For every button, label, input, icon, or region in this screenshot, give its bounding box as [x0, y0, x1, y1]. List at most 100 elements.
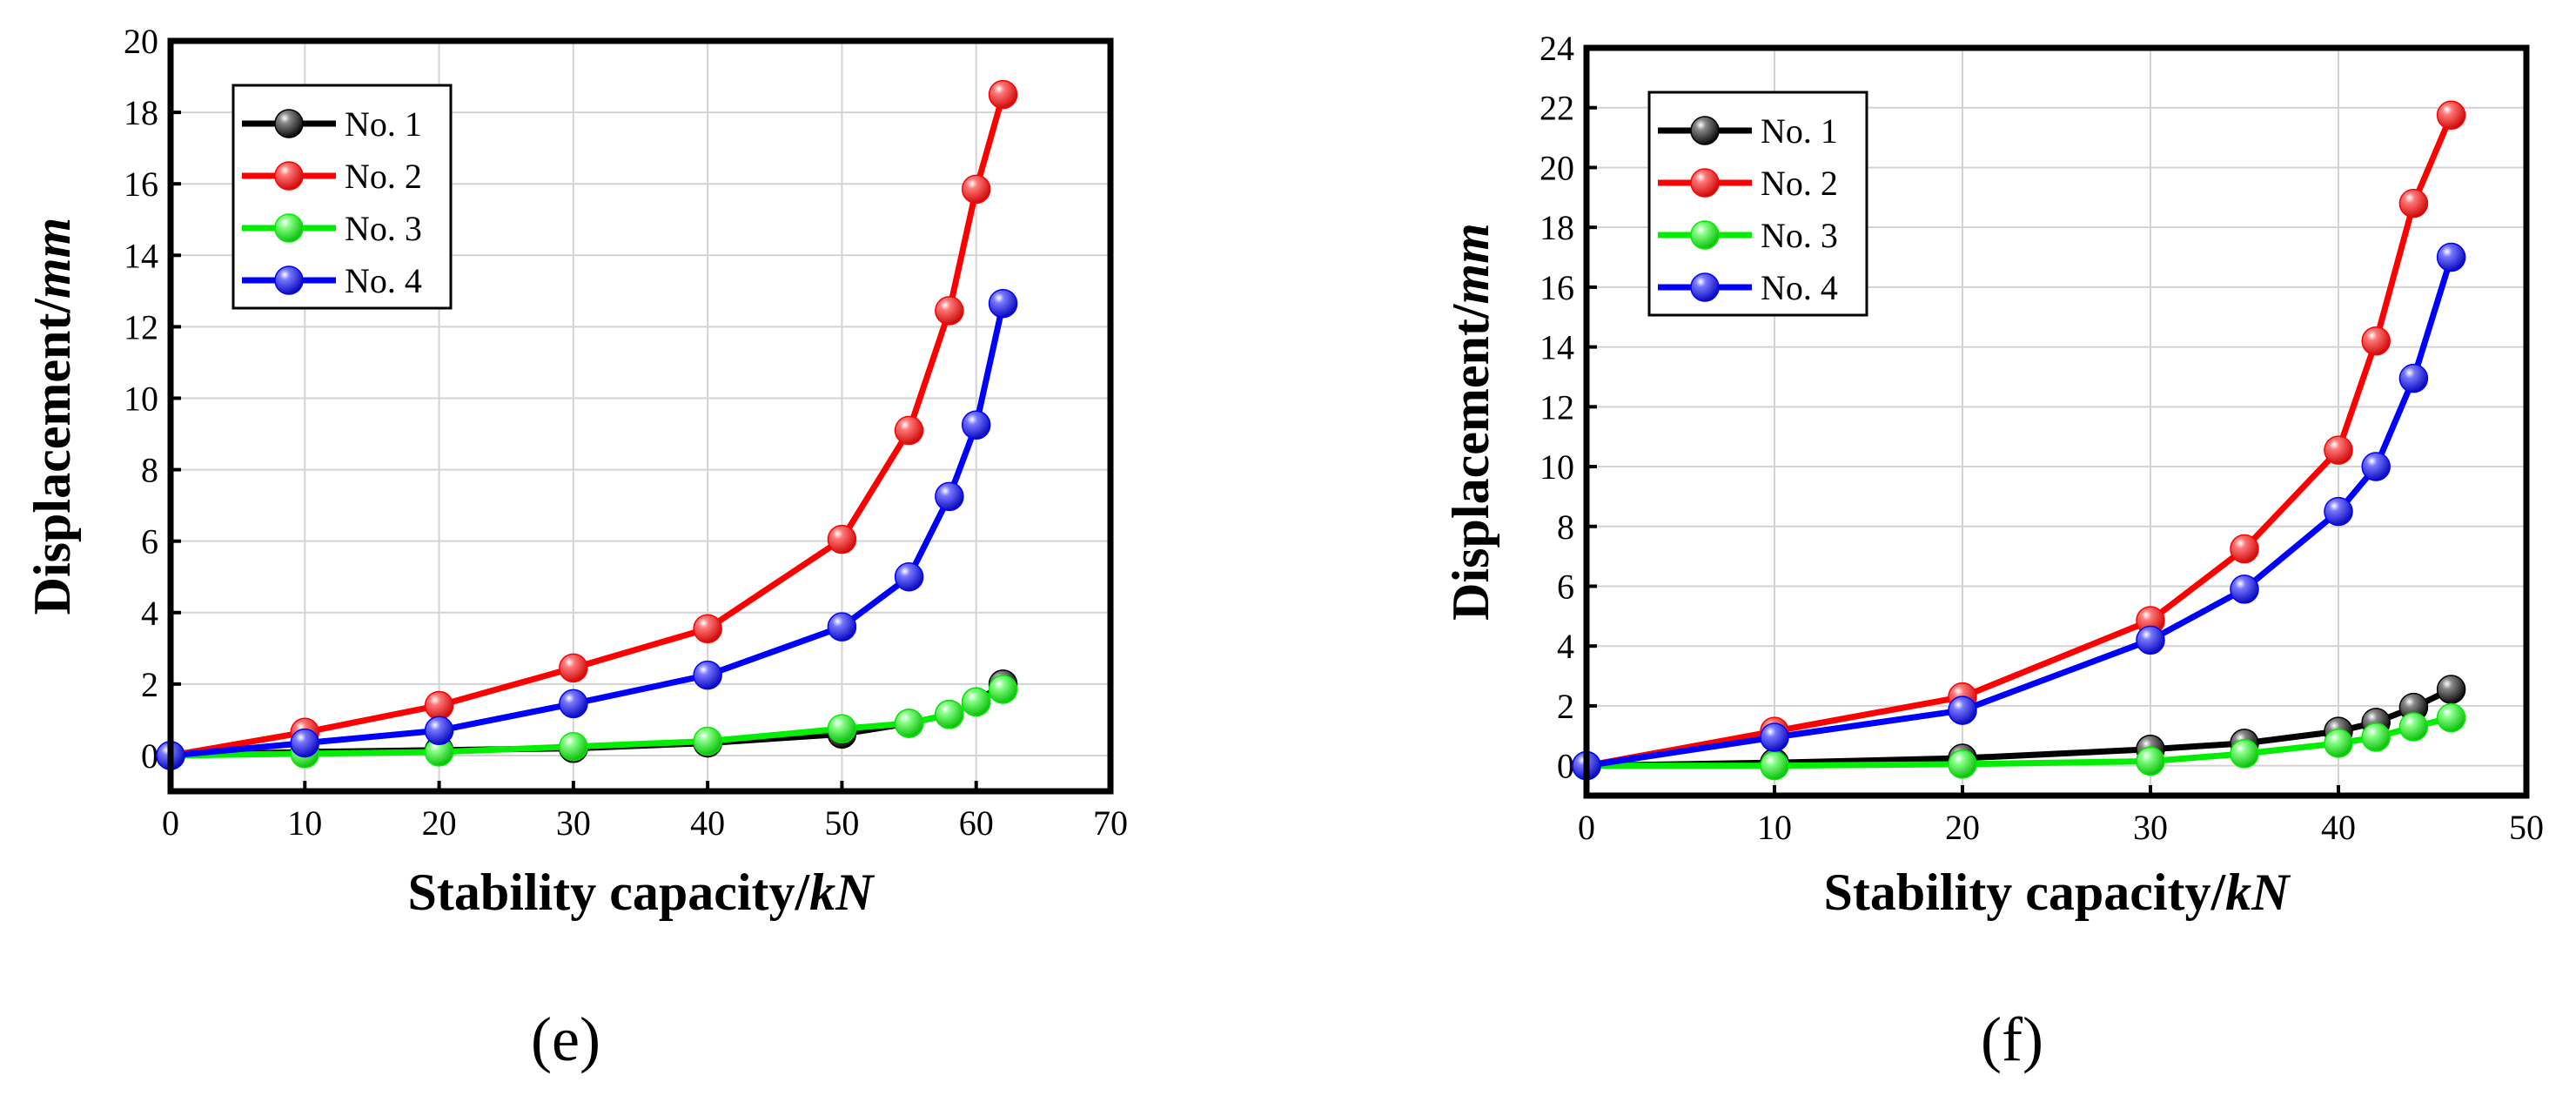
legend-label: No. 3 — [1761, 216, 1838, 255]
data-point — [424, 716, 454, 745]
y-axis-title: Displacement/mm — [1442, 223, 1499, 621]
y-tick-label: 14 — [124, 236, 158, 275]
y-tick-label: 14 — [1540, 328, 1574, 367]
data-point — [2324, 435, 2353, 465]
data-point — [935, 481, 964, 512]
x-tick-label: 40 — [2321, 808, 2356, 847]
data-point — [2230, 575, 2259, 604]
y-tick-label: 2 — [1557, 687, 1574, 726]
y-tick-label: 10 — [124, 379, 158, 418]
data-point — [1948, 695, 1977, 725]
y-tick-label: 6 — [141, 522, 158, 561]
series-line — [170, 686, 1005, 759]
data-point — [290, 728, 320, 758]
series-line — [170, 302, 1006, 759]
series-line — [170, 93, 1006, 759]
y-tick-label: 10 — [1540, 447, 1574, 487]
y-tick-label: 8 — [141, 451, 158, 490]
x-tick-label: 30 — [556, 803, 591, 843]
y-tick-label: 20 — [124, 22, 158, 61]
data-point — [693, 614, 722, 643]
panel-label: (e) — [531, 1005, 600, 1074]
plot-frame — [1583, 44, 2530, 799]
data-point — [2230, 739, 2259, 769]
data-point — [2436, 100, 2466, 131]
legend-marker — [1690, 272, 1720, 302]
x-tick-label: 70 — [1093, 803, 1128, 843]
data-point — [693, 726, 722, 756]
x-axis-title: Stability capacity/kN — [1823, 863, 2291, 921]
data-point — [559, 653, 588, 683]
data-point — [424, 690, 454, 721]
data-point — [2398, 712, 2429, 742]
data-point — [988, 79, 1018, 110]
y-tick-label: 18 — [124, 93, 158, 132]
data-point — [961, 174, 991, 205]
data-point — [1760, 750, 1789, 781]
x-axis-title: Stability capacity/kN — [407, 863, 875, 921]
data-point — [559, 731, 588, 762]
y-tick-label: 12 — [124, 307, 158, 346]
data-point — [935, 296, 964, 326]
data-point — [894, 709, 924, 738]
y-tick-label: 16 — [124, 165, 158, 204]
y-tick-label: 8 — [1557, 507, 1574, 547]
data-point — [961, 410, 991, 440]
data-point — [2398, 363, 2429, 393]
x-tick-label: 20 — [422, 803, 457, 843]
y-tick-label: 4 — [1557, 627, 1574, 666]
x-tick-label: 50 — [2509, 808, 2544, 847]
data-point — [961, 687, 991, 717]
data-point — [559, 689, 588, 719]
y-tick-label: 12 — [1540, 387, 1574, 427]
y-axis-title: Displacement/mm — [23, 218, 81, 615]
data-point — [2361, 722, 2391, 752]
plot-frame — [167, 37, 1114, 795]
x-tick-label: 0 — [1578, 808, 1595, 847]
series-line — [1586, 256, 2454, 769]
data-point — [988, 288, 1018, 319]
data-point — [827, 612, 857, 642]
data-point — [827, 714, 857, 743]
legend-label: No. 2 — [345, 157, 422, 196]
y-tick-label: 6 — [1557, 567, 1574, 606]
x-tick-label: 10 — [1757, 808, 1792, 847]
data-point — [2361, 326, 2391, 356]
data-point — [935, 699, 964, 729]
data-point — [2436, 242, 2466, 272]
y-tick-label: 0 — [1557, 747, 1574, 786]
data-point — [2361, 452, 2391, 481]
data-point — [2324, 729, 2353, 758]
data-point — [2230, 534, 2259, 564]
data-point — [2436, 702, 2466, 733]
y-tick-label: 2 — [141, 665, 158, 704]
data-point — [2136, 746, 2165, 776]
legend-marker — [274, 213, 304, 243]
x-tick-label: 50 — [824, 803, 859, 843]
chart-panel-0: 0 10 20 30 40 50 60 70 0 2 4 6 8 10 12 14 16 18 20 No. 1 No.… — [23, 22, 1128, 1074]
legend-label: No. 2 — [1761, 164, 1838, 203]
data-point — [894, 415, 924, 446]
legend-marker — [1690, 116, 1720, 145]
legend-label: No. 1 — [1761, 111, 1838, 151]
y-tick-label: 0 — [141, 736, 158, 776]
data-point — [2136, 625, 2165, 655]
legend-marker — [274, 109, 304, 138]
legend-marker — [274, 265, 304, 295]
y-tick-label: 18 — [1540, 208, 1574, 247]
x-tick-label: 0 — [162, 803, 179, 843]
y-tick-label: 16 — [1540, 268, 1574, 307]
x-tick-label: 40 — [690, 803, 725, 843]
legend-label: No. 1 — [345, 104, 422, 144]
data-point — [988, 675, 1018, 704]
x-tick-label: 20 — [1945, 808, 1980, 847]
data-point — [2436, 675, 2466, 704]
data-point — [1948, 749, 1977, 779]
y-tick-label: 20 — [1540, 148, 1574, 187]
data-point — [693, 660, 722, 690]
x-tick-label: 30 — [2133, 808, 2168, 847]
legend-label: No. 4 — [1761, 268, 1838, 307]
legend-marker — [274, 161, 304, 191]
